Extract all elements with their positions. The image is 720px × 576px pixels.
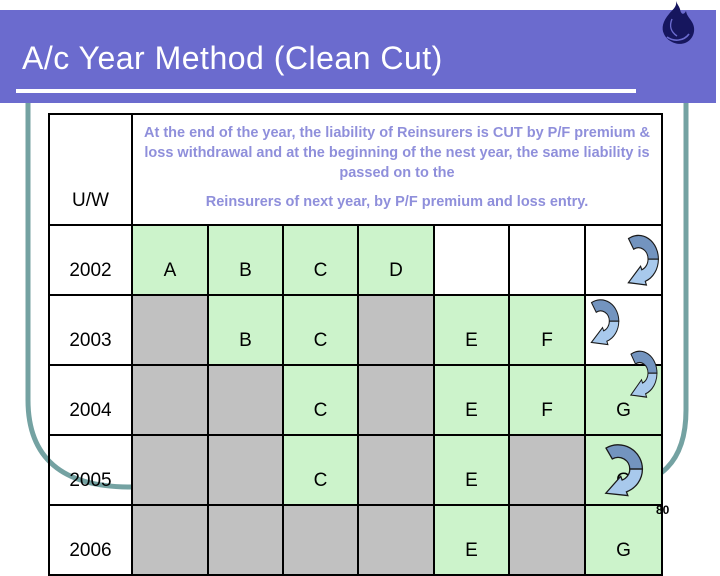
liability-cell <box>131 504 209 576</box>
curved-arrow-icon <box>627 234 660 286</box>
liability-cell: E <box>433 294 510 366</box>
liability-cell <box>207 434 284 506</box>
note-cell: At the end of the year, the liability of… <box>131 113 663 226</box>
liability-cell <box>357 504 435 576</box>
liability-cell: E <box>433 364 510 436</box>
liability-cell: F <box>508 294 586 366</box>
page-title: A/c Year Method (Clean Cut) <box>22 40 443 76</box>
uw-header-cell: U/W <box>48 113 133 226</box>
liability-cell: A <box>131 224 209 296</box>
year-cell: 2006 <box>48 504 133 576</box>
liability-cell <box>282 504 359 576</box>
title-underline <box>16 89 636 93</box>
liability-cell <box>433 224 510 296</box>
curved-arrow-icon <box>630 350 658 398</box>
liability-cell: C <box>282 364 359 436</box>
year-cell: 2003 <box>48 294 133 366</box>
liability-cell: E <box>433 504 510 576</box>
table-row: 2004 C E F G <box>48 364 663 436</box>
liability-cell: B <box>207 294 284 366</box>
flame-logo-icon <box>662 1 695 44</box>
liability-cell <box>207 364 284 436</box>
table-row: 2002 A B C D <box>48 224 663 296</box>
liability-cell <box>131 364 209 436</box>
note-text-2: Reinsurers of next year, by P/F premium … <box>205 194 589 210</box>
liability-table: U/W At the end of the year, the liabilit… <box>48 113 663 576</box>
table-row: 2006 E G <box>48 504 663 576</box>
liability-cell: G <box>584 504 663 576</box>
table-row: 2003 B C E F <box>48 294 663 366</box>
liability-cell <box>357 434 435 506</box>
liability-cell <box>357 364 435 436</box>
table-row: 2005CEG <box>48 434 663 506</box>
liability-cell: B <box>207 224 284 296</box>
liability-cell: E <box>433 434 510 506</box>
year-cell: 2002 <box>48 224 133 296</box>
liability-cell <box>508 504 586 576</box>
year-cell: 2005 <box>48 434 133 506</box>
liability-cell <box>207 504 284 576</box>
curved-arrow-icon <box>590 299 620 346</box>
year-cell: 2004 <box>48 364 133 436</box>
liability-cell: C <box>282 224 359 296</box>
liability-cell: G <box>584 364 663 436</box>
liability-table-body: U/W At the end of the year, the liabilit… <box>48 113 663 576</box>
note-text-1: At the end of the year, the liability of… <box>144 125 650 181</box>
page-number: 80 <box>656 503 670 517</box>
curved-arrow-icon <box>605 444 644 497</box>
liability-cell <box>584 224 663 296</box>
liability-cell: C <box>282 294 359 366</box>
liability-cell: C <box>282 434 359 506</box>
liability-cell <box>357 294 435 366</box>
liability-cell <box>508 224 586 296</box>
liability-cell: F <box>508 364 586 436</box>
liability-cell <box>131 434 209 506</box>
liability-cell: D <box>357 224 435 296</box>
liability-cell <box>131 294 209 366</box>
liability-cell <box>508 434 586 506</box>
title-bar: A/c Year Method (Clean Cut) <box>0 10 716 103</box>
table-header-row: U/W At the end of the year, the liabilit… <box>48 113 663 226</box>
